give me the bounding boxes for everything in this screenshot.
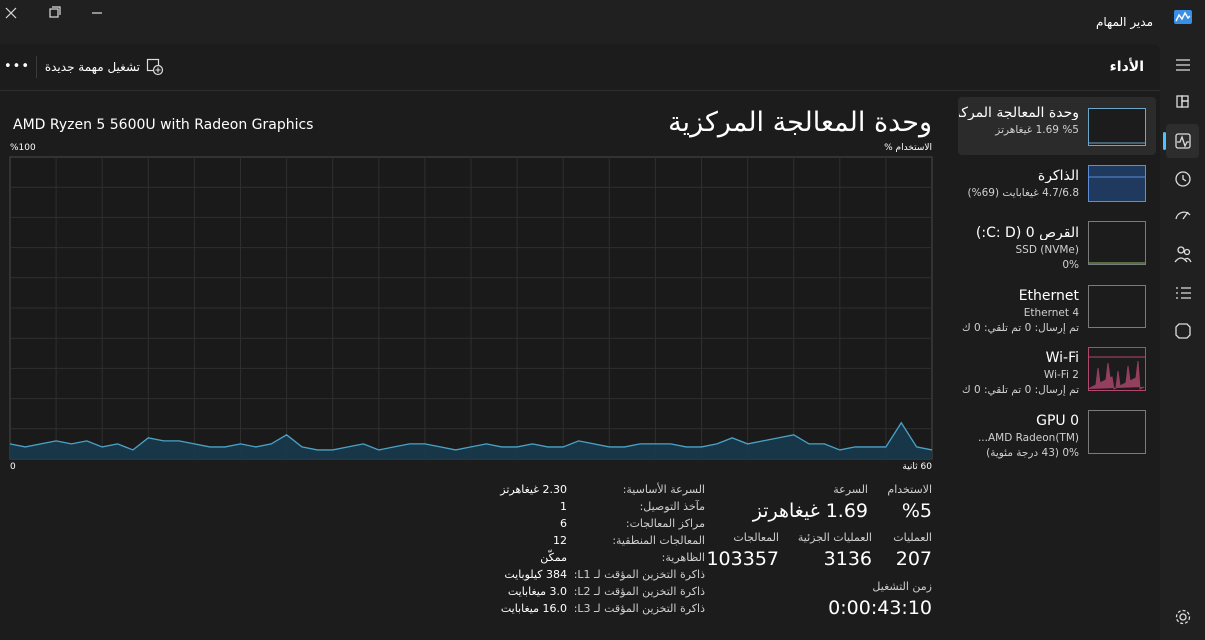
sidebar-line: تم إرسال: 0 تم تلقي: 0 ك (961, 322, 1079, 334)
usage-line (9, 421, 933, 451)
separator (36, 56, 37, 78)
detail-value: ممكّن (540, 551, 567, 564)
stat-label: زمن التشغيل (872, 580, 932, 593)
thumb-line (1088, 360, 1145, 390)
sidebar-thumbnail (1088, 165, 1146, 202)
window-title: مدير المهام (1095, 15, 1153, 29)
sidebar-thumbnail (1088, 285, 1146, 328)
sidebar-line: %5 1.69 غيغاهرتز (995, 124, 1079, 136)
stat-value: 1.69 غيغاهرتز (752, 500, 868, 522)
detail-label: مراكز المعالجات: (625, 517, 705, 530)
sidebar-title: GPU 0 (1036, 414, 1079, 428)
sidebar-line: تم إرسال: 0 تم تلقي: 0 ك (961, 384, 1079, 396)
performance-icon[interactable] (1175, 133, 1191, 149)
toolbar-divider (0, 90, 1160, 91)
sidebar-thumbnail (1088, 221, 1146, 265)
x-right-label: 60 ثانية (902, 462, 932, 472)
processes-icon[interactable] (1176, 95, 1189, 108)
cpu-model: AMD Ryzen 5 5600U with Radeon Graphics (13, 117, 314, 133)
cpu-heading: وحدة المعالجة المركزية (668, 107, 932, 138)
stat-label: العمليات (893, 531, 932, 544)
stat-label: المعالجات (733, 531, 779, 544)
sidebar-thumbnail (1088, 410, 1146, 454)
thumb-frame (1088, 108, 1146, 146)
sidebar-title: القرص 0 (C: D:) (975, 226, 1079, 240)
detail-value: 3.0 ميغابايت (507, 585, 567, 598)
detail-label: المعالجات المنطقية: (612, 534, 705, 547)
thumb-frame (1088, 285, 1146, 328)
more-button[interactable]: ••• (4, 59, 31, 74)
services-icon[interactable] (1175, 323, 1191, 339)
detail-value: 2.30 غيغاهرتز (500, 483, 567, 496)
startup-icon[interactable] (1175, 211, 1191, 220)
stat-value: 103357 (706, 548, 779, 570)
stat-value: 0:00:43:10 (828, 597, 932, 619)
sidebar-thumbnail (1088, 108, 1146, 146)
stat-label: الاستخدام (887, 483, 932, 496)
sidebar-line: Wi-Fi 2 (1043, 369, 1079, 381)
sidebar-title: Ethernet (1018, 289, 1079, 303)
restore-button[interactable] (49, 8, 59, 18)
detail-label: ذاكرة التخزين المؤقت لـ L3: (573, 602, 705, 615)
detail-value: 16.0 ميغابايت (500, 602, 567, 615)
detail-value: 6 (560, 517, 567, 530)
x-left-label: 0 (10, 462, 16, 472)
detail-value: 12 (553, 534, 567, 547)
menu-icon[interactable] (1176, 59, 1190, 71)
thumb-frame (1088, 410, 1146, 454)
nav-indicator (1163, 132, 1166, 150)
stat-label: العمليات الجزئية (797, 531, 872, 544)
nav-rail (1163, 59, 1199, 625)
window-controls (5, 6, 102, 19)
sidebar-line: SSD (NVMe) (1015, 244, 1079, 256)
app-icon (1174, 10, 1192, 24)
run-task-icon (146, 58, 164, 76)
sidebar-title: Wi-Fi (1045, 351, 1079, 365)
settings-icon[interactable] (1175, 609, 1191, 625)
users-icon[interactable] (1174, 246, 1192, 263)
details-icon[interactable] (1176, 287, 1191, 299)
thumb-frame (1088, 165, 1146, 202)
sidebar-line: AMD Radeon(TM)... (977, 432, 1079, 444)
thumb-frame (1088, 221, 1146, 265)
close-button[interactable] (5, 7, 17, 19)
detail-label: ذاكرة التخزين المؤقت لـ L1: (573, 568, 705, 581)
y-axis-label: الاستخدام % (884, 143, 932, 153)
stat-value: %5 (901, 500, 932, 522)
detail-label: الظاهرية: (661, 551, 705, 564)
detail-value: 384 كيلوبايت (504, 568, 567, 581)
stat-value: 207 (895, 548, 932, 570)
sidebar-line: Ethernet 4 (1023, 307, 1079, 319)
y-max-label: %100 (10, 143, 36, 153)
sidebar-thumbnail (1088, 347, 1146, 391)
run-task-label: تشغيل مهمة جديدة (44, 60, 140, 74)
nav-selected (1166, 124, 1199, 158)
history-icon[interactable] (1175, 171, 1191, 187)
detail-label: السرعة الأساسية: (622, 483, 705, 496)
stat-value: 3136 (823, 548, 872, 570)
sidebar-line: 0% (43 درجة مئوية) (986, 447, 1079, 459)
sidebar-title: وحدة المعالجة المركزية (959, 106, 1079, 120)
sidebar-title: الذاكرة (1037, 169, 1079, 183)
detail-label: مآخذ التوصيل: (639, 500, 705, 513)
stat-label: السرعة (833, 483, 868, 496)
detail-label: ذاكرة التخزين المؤقت لـ L2: (573, 585, 705, 598)
sidebar-line: 0% (1062, 259, 1079, 271)
sidebar-line: 4.7/6.8 غيغابايت (69%) (967, 187, 1079, 199)
cpu-graph (9, 156, 933, 460)
usage-area (10, 422, 932, 459)
detail-value: 1 (560, 500, 567, 513)
page-title: الأداء (1109, 59, 1144, 75)
